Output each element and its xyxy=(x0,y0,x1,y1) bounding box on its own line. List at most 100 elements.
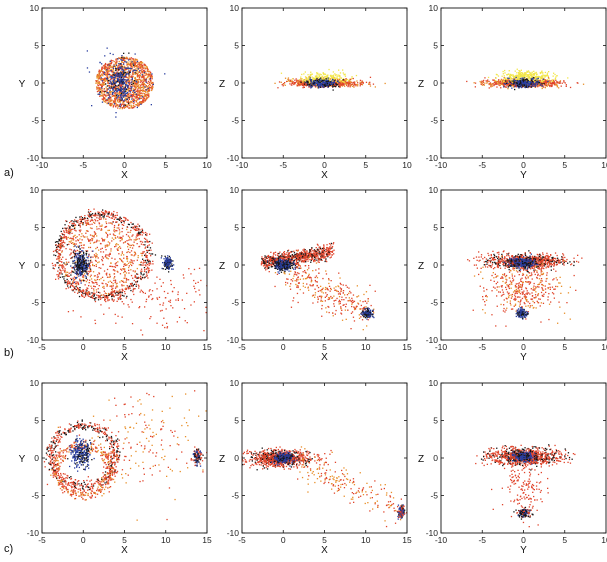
y-tick-label: 5 xyxy=(433,41,438,51)
scatter-point xyxy=(352,81,355,84)
scatter-point xyxy=(141,75,143,78)
y-tick-label: 10 xyxy=(30,3,40,13)
scatter-point xyxy=(136,80,138,82)
scatter-point xyxy=(130,79,132,81)
scatter-point xyxy=(516,78,518,80)
scatter-point xyxy=(135,87,137,90)
scatter-point xyxy=(123,62,125,64)
scatter-point xyxy=(110,74,112,77)
scatter-point xyxy=(140,268,143,270)
scatter-point xyxy=(334,86,337,88)
scatter-point xyxy=(57,243,60,245)
scatter-point xyxy=(327,78,329,80)
scatter-point xyxy=(506,84,509,86)
scatter-point xyxy=(150,104,152,106)
scatter-point xyxy=(135,104,137,106)
scatter-point xyxy=(139,81,141,83)
scatter-point xyxy=(530,77,533,79)
scatter-point xyxy=(137,74,139,76)
scatter-point xyxy=(144,269,146,271)
scatter-point xyxy=(117,92,119,94)
scatter-point xyxy=(132,71,134,74)
scatter-point xyxy=(530,78,532,80)
scatter-point xyxy=(103,97,105,99)
scatter-point xyxy=(98,73,101,75)
scatter-point xyxy=(547,84,549,86)
scatter-point xyxy=(559,82,561,84)
scatter-point xyxy=(120,94,122,96)
scatter-point xyxy=(106,75,108,77)
scatter-point xyxy=(141,81,143,84)
scatter-point xyxy=(127,103,129,105)
scatter-point xyxy=(501,79,503,81)
scatter-point xyxy=(325,84,327,86)
scatter-point xyxy=(100,91,102,93)
scatter-point xyxy=(527,74,529,77)
scatter-point xyxy=(526,80,528,83)
scatter-point xyxy=(118,57,120,59)
scatter-point xyxy=(336,81,338,83)
scatter-point xyxy=(313,84,315,86)
scatter-point xyxy=(117,94,119,96)
scatter-point xyxy=(121,90,124,93)
scatter-point xyxy=(102,93,104,95)
scatter-point xyxy=(149,73,151,75)
scatter-point xyxy=(136,225,138,228)
scatter-point xyxy=(560,85,562,87)
y-tick-label: -5 xyxy=(31,116,39,126)
scatter-point xyxy=(59,239,61,241)
scatter-point xyxy=(140,85,142,87)
scatter-point xyxy=(130,89,132,91)
scatter-point xyxy=(509,85,512,87)
scatter-point xyxy=(100,84,102,86)
scatter-point xyxy=(122,95,124,97)
scatter-point xyxy=(353,86,355,88)
scatter-point xyxy=(109,91,112,93)
scatter-point xyxy=(92,293,94,295)
scatter-point xyxy=(119,100,121,103)
scatter-point xyxy=(113,100,115,102)
scatter-point xyxy=(313,80,315,82)
scatter-point xyxy=(544,71,546,74)
scatter-point xyxy=(487,76,490,79)
scatter-point xyxy=(119,81,121,83)
scatter-point xyxy=(142,91,144,93)
scatter-point xyxy=(327,77,329,79)
scatter-point xyxy=(124,88,126,91)
scatter-point xyxy=(309,78,311,81)
scatter-point xyxy=(539,84,541,86)
scatter-point xyxy=(335,82,337,85)
scatter-point xyxy=(537,76,539,78)
scatter-point xyxy=(512,74,514,76)
scatter-point xyxy=(530,79,533,81)
scatter-point xyxy=(313,79,315,81)
scatter-point xyxy=(135,83,137,85)
scatter-point xyxy=(523,76,525,78)
scatter-point xyxy=(112,67,115,69)
scatter-point xyxy=(296,84,298,86)
scatter-point xyxy=(103,93,106,96)
scatter-point xyxy=(308,81,310,83)
scatter-point xyxy=(312,78,315,80)
scatter-point xyxy=(308,79,311,81)
scatter-point xyxy=(507,80,509,82)
scatter-point xyxy=(534,81,536,83)
scatter-point xyxy=(131,83,133,85)
scatter-point xyxy=(128,63,130,66)
scatter-point xyxy=(136,235,139,237)
scatter-point xyxy=(508,81,510,83)
scatter-point xyxy=(554,78,556,80)
scatter-point xyxy=(504,72,506,74)
scatter-point xyxy=(116,85,118,87)
scatter-point xyxy=(110,85,112,87)
scatter-point xyxy=(111,99,113,101)
scatter-point xyxy=(132,285,134,288)
scatter-point xyxy=(99,70,102,72)
scatter-point xyxy=(127,94,129,96)
row-label-b: b) xyxy=(4,347,14,359)
scatter-point xyxy=(548,84,550,86)
scatter-point xyxy=(100,83,103,85)
scatter-point xyxy=(59,235,61,237)
scatter-point xyxy=(516,84,518,86)
scatter-point xyxy=(137,97,140,100)
